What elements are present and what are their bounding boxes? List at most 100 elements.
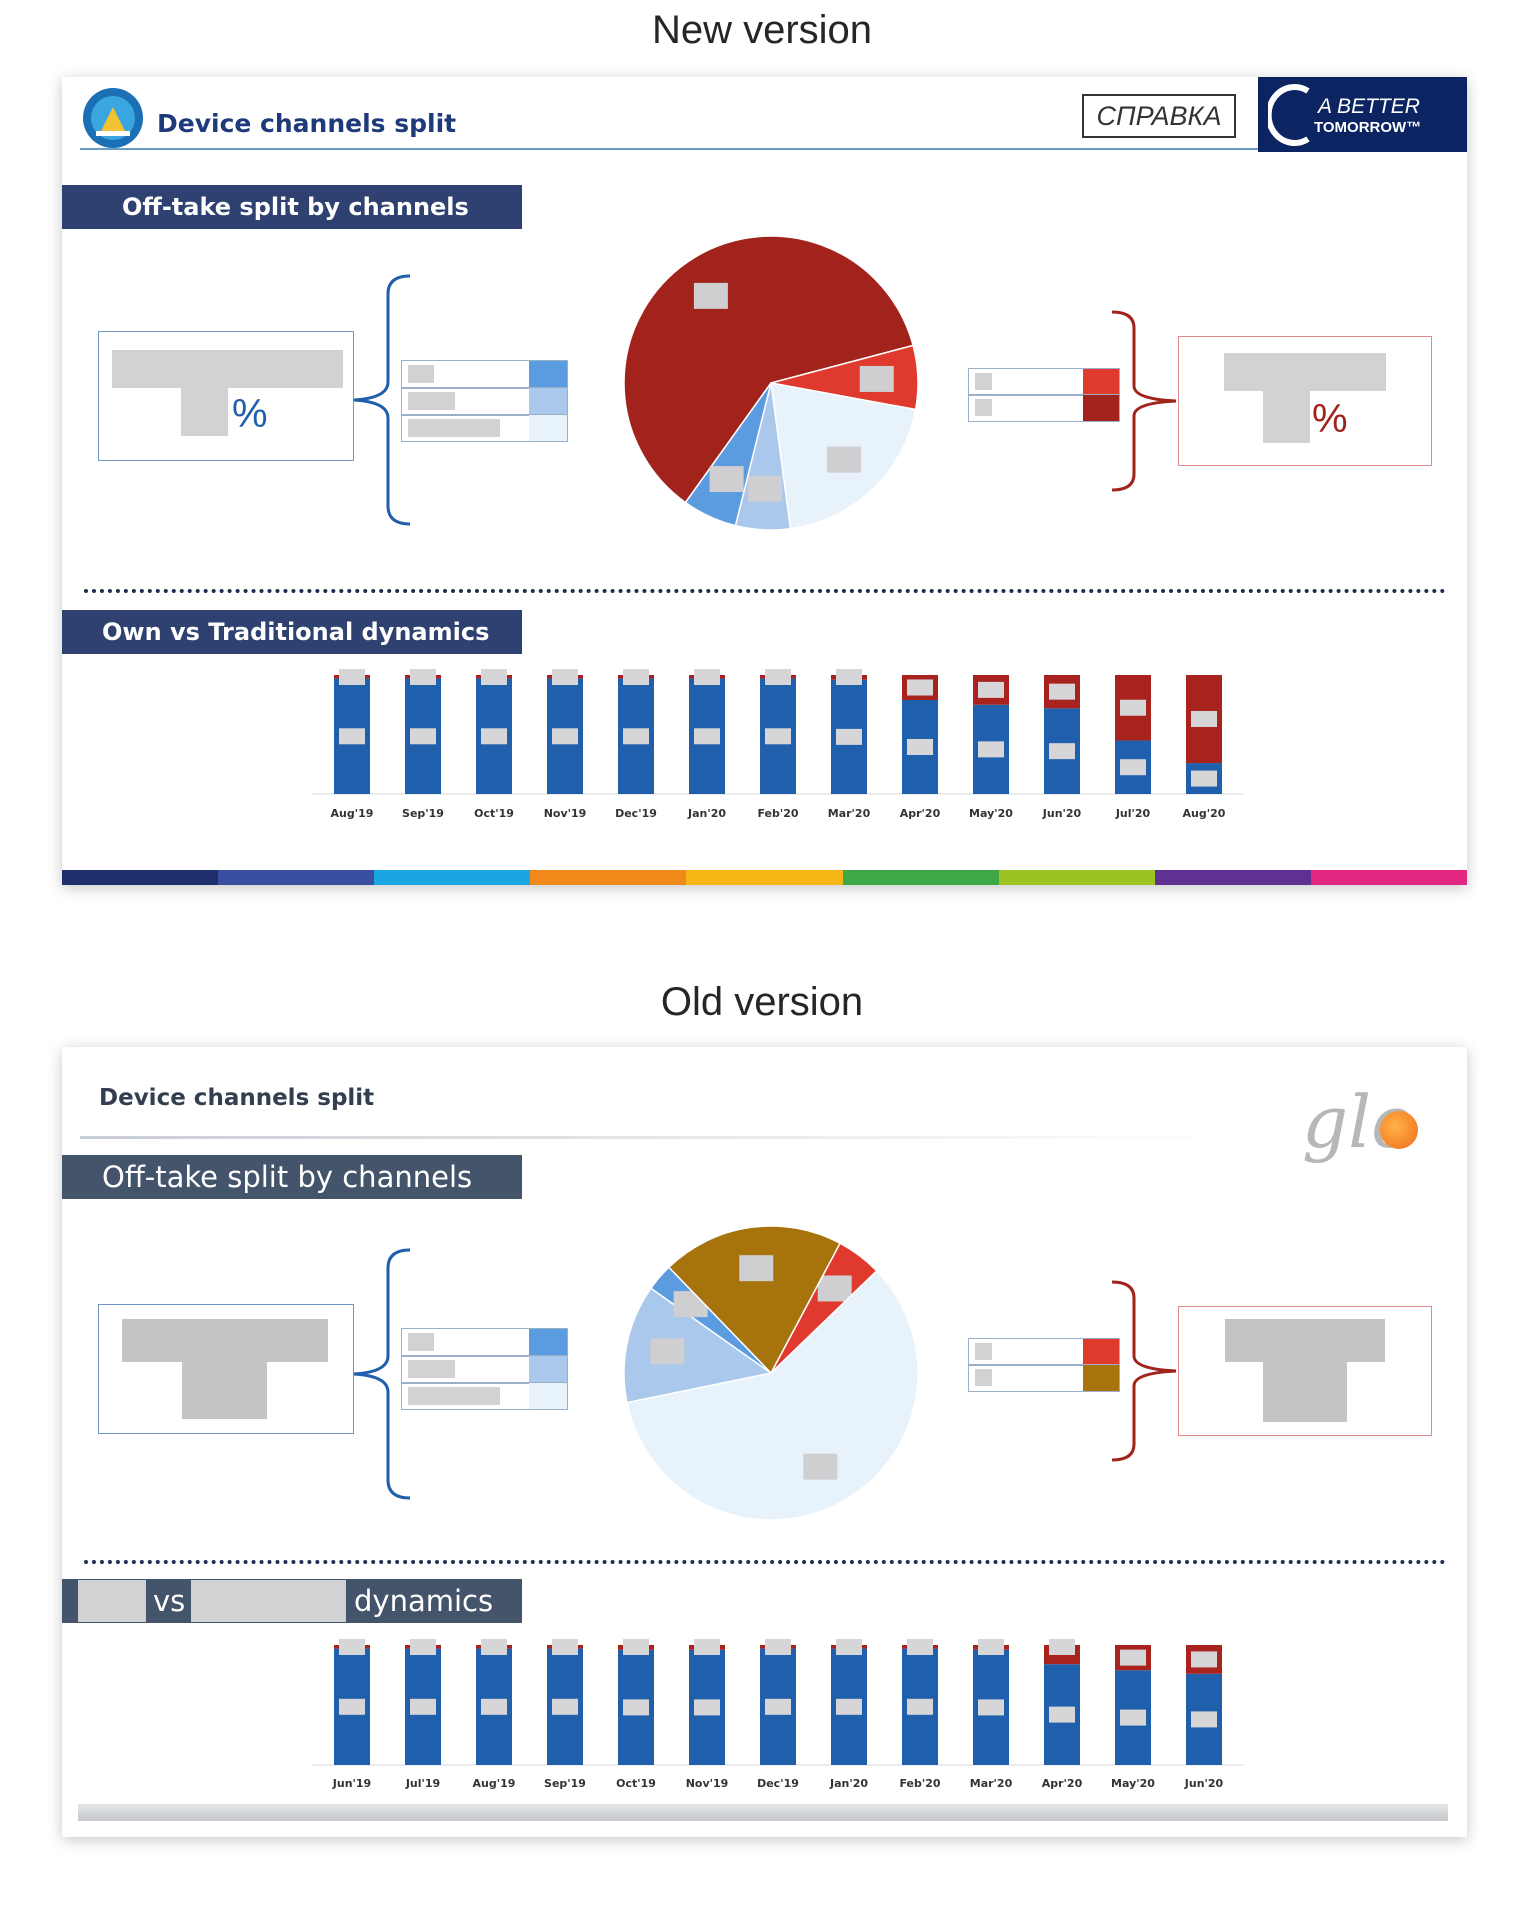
- redacted-block: [1263, 1362, 1347, 1422]
- slide-title: Device channels split: [99, 1085, 375, 1111]
- section-dynamics-vs: vs: [153, 1584, 186, 1618]
- bar-value-label-1-2: [481, 669, 507, 685]
- pie-slice-4: [684, 382, 772, 527]
- legend-swatch: [1083, 369, 1119, 394]
- old-version-heading: Old version: [660, 980, 864, 1024]
- bar-value-label-1-7: [836, 1639, 862, 1655]
- redacted-block: [408, 1387, 500, 1405]
- bar-value-label-1-12: [1191, 711, 1217, 728]
- x-tick-label: Apr'20: [1042, 1777, 1083, 1790]
- bar-value-label-1-0: [339, 669, 365, 685]
- bar-value-label-1-10: [1049, 683, 1075, 700]
- redacted-block: [1263, 391, 1310, 443]
- x-tick-label: Mar'20: [828, 807, 871, 820]
- legend-swatch: [1083, 395, 1119, 421]
- pie-slice-1: [626, 1269, 919, 1521]
- bar-value-label-1-11: [1120, 1649, 1146, 1666]
- bar-value-label-0-6: [765, 1698, 791, 1715]
- x-tick-label: Feb'20: [757, 807, 798, 820]
- new-offtake-pie: [623, 235, 919, 531]
- bar-value-label-1-8: [907, 679, 933, 696]
- bar-value-label-1-1: [410, 669, 436, 685]
- bar-value-label-1-3: [552, 1639, 578, 1655]
- redacted-block: [408, 1360, 455, 1378]
- new-dynamics-chart: Aug'19 Sep'19 Oct'19 Nov'19 Dec'19 Jan'20 Feb'…: [312, 669, 1244, 820]
- right-legend-table: [968, 368, 1120, 422]
- x-tick-label: Apr'20: [900, 807, 941, 820]
- section-dynamics-title: Own vs Traditional dynamics: [102, 618, 490, 646]
- legend-swatch: [529, 415, 567, 441]
- bar-value-label-1-8: [907, 1639, 933, 1655]
- old-offtake-pie: [623, 1225, 919, 1521]
- bar-value-label-0-10: [1049, 743, 1075, 760]
- redacted-block: [78, 1580, 146, 1622]
- bar-value-label-0-2: [481, 728, 507, 745]
- grey-footer: [78, 1804, 1448, 1821]
- redacted-block: [975, 1369, 992, 1386]
- section-divider: [84, 589, 1446, 593]
- right-legend-table: [968, 1338, 1120, 1392]
- pie-slice-label-3: [748, 475, 783, 502]
- x-tick-label: Jun'19: [332, 1777, 371, 1790]
- legend-swatch: [529, 1356, 567, 1382]
- section-dynamics-title: dynamics: [354, 1584, 494, 1618]
- left-brace: [353, 274, 411, 526]
- logo-text-top: A BETTER: [1318, 95, 1420, 118]
- redacted-block: [1224, 353, 1386, 391]
- bar-value-label-1-2: [481, 1639, 507, 1655]
- pie-slice-label-4: [709, 466, 744, 493]
- pie-slice-4: [667, 1225, 842, 1375]
- x-tick-label: Mar'20: [970, 1777, 1013, 1790]
- redacted-block: [975, 1343, 992, 1360]
- bar-value-label-0-1: [410, 728, 436, 745]
- better-tomorrow-logo: A BETTER TOMORROW™: [1258, 77, 1467, 152]
- bar-value-label-1-6: [765, 1639, 791, 1655]
- pie-slice-label-1: [803, 1453, 838, 1480]
- pie-slice-label-0: [693, 282, 728, 309]
- left-summary-box: %: [98, 331, 354, 461]
- redacted-block: [408, 1333, 434, 1351]
- title-underline: [80, 1136, 1230, 1139]
- bar-value-label-0-8: [907, 1698, 933, 1715]
- left-summary-box: [98, 1304, 354, 1434]
- bar-value-label-0-12: [1191, 770, 1217, 787]
- x-tick-label: Nov'19: [544, 807, 587, 820]
- reference-stamp: СПРАВКА: [1082, 94, 1236, 138]
- bar-value-label-0-4: [623, 728, 649, 745]
- pie-slice-label-4: [739, 1255, 774, 1282]
- x-tick-label: Dec'19: [615, 807, 657, 820]
- right-percent-sign: %: [1312, 397, 1348, 441]
- bar-value-label-0-5: [694, 1699, 720, 1716]
- legend-swatch: [1083, 1339, 1119, 1364]
- redacted-block: [181, 388, 228, 436]
- redacted-block: [191, 1580, 346, 1622]
- legend-swatch: [529, 388, 567, 414]
- legend-swatch: [529, 1329, 567, 1355]
- bar-value-label-1-12: [1191, 1651, 1217, 1668]
- bar-value-label-1-5: [694, 1639, 720, 1655]
- right-brace: [1111, 1280, 1177, 1462]
- bar-value-label-0-2: [481, 1698, 507, 1715]
- redacted-block: [408, 392, 455, 410]
- bar-value-label-1-9: [978, 1639, 1004, 1655]
- right-summary-box: [1178, 1306, 1432, 1436]
- x-tick-label: Aug'19: [331, 807, 374, 820]
- bar-value-label-0-3: [552, 1698, 578, 1715]
- pie-slice-label-2: [826, 446, 861, 473]
- bar-value-label-0-9: [978, 1699, 1004, 1716]
- left-brace: [353, 1248, 411, 1500]
- pie-slice-label-1: [859, 365, 894, 392]
- section-offtake-band: Off-take split by channels: [62, 1155, 522, 1199]
- redacted-block: [975, 373, 992, 390]
- glo-logo: glo: [1302, 1075, 1422, 1175]
- bar-value-label-1-4: [623, 1639, 649, 1655]
- left-legend-table: [401, 1328, 568, 1410]
- x-tick-label: Jan'20: [687, 807, 726, 820]
- x-tick-label: Jul'20: [1115, 807, 1151, 820]
- bar-value-label-1-3: [552, 669, 578, 685]
- old-dynamics-chart: Jun'19 Jul'19 Aug'19 Sep'19 Oct'19 Nov'19 Dec'…: [312, 1639, 1244, 1790]
- section-offtake-band: Off-take split by channels: [62, 185, 522, 229]
- redacted-block: [975, 399, 992, 416]
- bar-value-label-1-11: [1120, 699, 1146, 716]
- section-offtake-title: Off-take split by channels: [102, 1160, 473, 1194]
